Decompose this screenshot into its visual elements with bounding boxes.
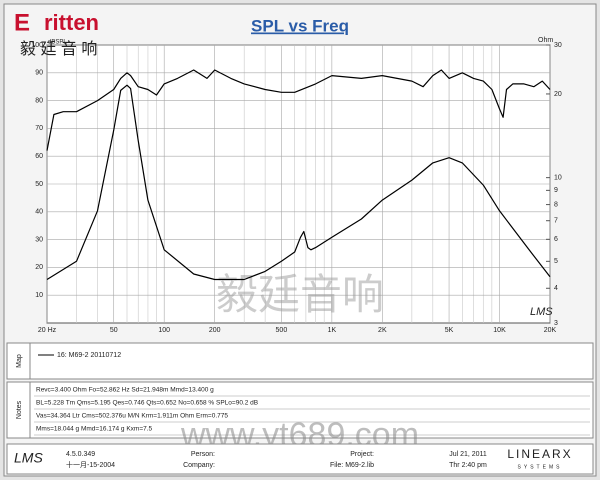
watermark: 毅廷音响 — [216, 270, 384, 319]
y-tick-label: 100 — [31, 42, 43, 49]
legend-panel — [6, 342, 594, 380]
logo-brand: ritten — [44, 10, 99, 35]
build-date: 十一月-15-2004 — [66, 460, 115, 469]
logo-mark: E — [14, 9, 30, 36]
note-line: BL=5.228 Tm Qms=5.195 Qes=0.746 Qts=0.65… — [36, 400, 258, 407]
y2-tick-label: 4 — [554, 285, 558, 292]
y2-tick-label: 7 — [554, 218, 558, 225]
x-tick-label: 20 Hz — [38, 327, 57, 334]
y-tick-label: 30 — [35, 236, 43, 243]
logo-chinese: 毅 廷 音 响 — [20, 40, 97, 58]
file: File: M69-2.lib — [330, 462, 374, 469]
y-tick-label: 40 — [35, 209, 43, 216]
y-tick-label: 10 — [35, 292, 43, 299]
y2-tick-label: 20 — [554, 91, 562, 98]
y2-tick-label: 30 — [554, 42, 562, 49]
lms-mark: LMS — [530, 306, 553, 318]
y2-tick-label: 6 — [554, 236, 558, 243]
series-line — [46, 84, 551, 281]
chart-title: SPL vs Freq — [251, 16, 349, 35]
x-tick-label: 50 — [110, 327, 118, 334]
time: Thr 2:40 pm — [449, 462, 487, 469]
note-line: Mms=18.044 g Mmd=16.174 g Kxm=7.5 — [36, 426, 153, 433]
y2-tick-label: 3 — [554, 320, 558, 327]
brand: LINEARX — [507, 447, 572, 461]
notes-panel — [6, 381, 594, 439]
y-tick-label: 70 — [35, 125, 43, 132]
project: Project: — [350, 451, 374, 458]
version: 4.5.0.349 — [66, 451, 95, 458]
y2-tick-label: 5 — [554, 258, 558, 265]
panel-label: Notes — [16, 400, 23, 419]
x-tick-label: 1K — [328, 327, 337, 334]
x-tick-label: 200 — [209, 327, 221, 334]
date: Jul 21, 2011 — [449, 451, 487, 458]
y-tick-label: 60 — [35, 153, 43, 160]
note-line: Revc=3.400 Ohm Fo=52.862 Hz Sd=21.948m M… — [36, 387, 214, 394]
y2-tick-label: 8 — [554, 201, 558, 208]
y-tick-label: 20 — [35, 264, 43, 271]
footer-logo: LMS — [14, 450, 43, 466]
x-tick-label: 500 — [276, 327, 288, 334]
panel-label: Map — [16, 354, 23, 368]
legend-entry: 16: M69-2 20110712 — [57, 352, 121, 359]
y2-tick-label: 10 — [554, 174, 562, 181]
x-tick-label: 2K — [378, 327, 387, 334]
series-line — [46, 69, 551, 151]
x-tick-label: 10K — [493, 327, 506, 334]
notes: Revc=3.400 Ohm Fo=52.862 Hz Sd=21.948m M… — [34, 387, 590, 436]
y2-tick-label: 9 — [554, 187, 558, 194]
x-tick-label: 5K — [445, 327, 454, 334]
y-axis-label: dBSPL — [48, 40, 67, 46]
x-tick-label: 100 — [158, 327, 170, 334]
grid — [46, 44, 551, 323]
note-line: Vas=34.364 Ltr Cms=502.376u M/N Krm=1.91… — [36, 413, 228, 420]
x-tick-label: 20K — [544, 327, 557, 334]
person: Person: — [191, 451, 215, 458]
y-tick-label: 80 — [35, 97, 43, 104]
y-tick-label: 90 — [35, 70, 43, 77]
brand-sub: SYSTEMS — [518, 464, 563, 470]
company: Company: — [183, 462, 215, 469]
footer — [6, 443, 594, 475]
y-tick-label: 50 — [35, 181, 43, 188]
y2-axis-label: Ohm — [538, 37, 553, 44]
